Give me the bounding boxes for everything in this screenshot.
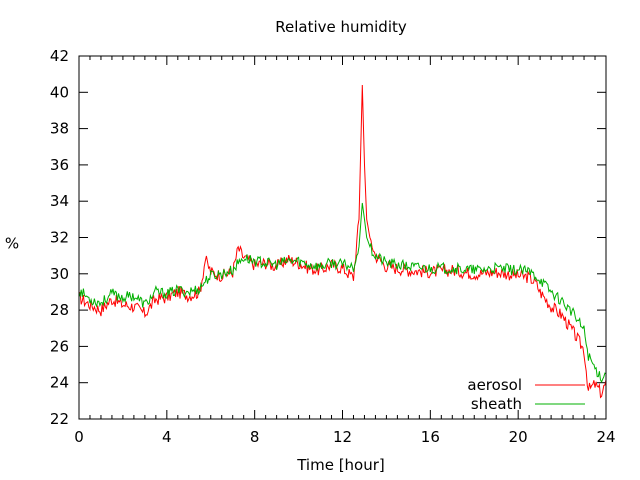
x-tick-label: 4 bbox=[162, 428, 172, 446]
y-tick-label: 26 bbox=[50, 337, 69, 355]
y-tick-label: 36 bbox=[50, 156, 69, 174]
y-tick-label: 28 bbox=[50, 301, 69, 319]
y-tick-label: 24 bbox=[50, 374, 69, 392]
chart-title: Relative humidity bbox=[275, 18, 407, 36]
y-axis-label: % bbox=[5, 235, 19, 253]
y-tick-label: 30 bbox=[50, 265, 69, 283]
x-tick-label: 12 bbox=[333, 428, 352, 446]
plot-frame bbox=[78, 55, 607, 420]
series-line-aerosol bbox=[78, 84, 607, 399]
series-lines bbox=[78, 84, 607, 399]
y-tick-label: 22 bbox=[50, 410, 69, 428]
y-tick-label: 42 bbox=[50, 47, 69, 65]
x-tick-label: 0 bbox=[74, 428, 84, 446]
legend-label-sheath: sheath bbox=[471, 395, 522, 413]
legend-label-aerosol: aerosol bbox=[467, 376, 522, 394]
tick-labels: 0 4 8 12 16 20 24 22 24 26 28 30 32 34 36 38 40 42 bbox=[50, 47, 616, 446]
y-tick-label: 40 bbox=[50, 83, 69, 101]
series-line-sheath bbox=[78, 202, 607, 384]
x-axis-label: Time [hour] bbox=[296, 456, 385, 474]
y-tick-label: 34 bbox=[50, 192, 69, 210]
tick-marks bbox=[78, 55, 607, 420]
x-tick-label: 16 bbox=[421, 428, 440, 446]
x-tick-label: 24 bbox=[596, 428, 615, 446]
y-tick-label: 32 bbox=[50, 229, 69, 247]
x-tick-label: 8 bbox=[250, 428, 260, 446]
x-tick-label: 20 bbox=[509, 428, 528, 446]
y-tick-label: 38 bbox=[50, 120, 69, 138]
